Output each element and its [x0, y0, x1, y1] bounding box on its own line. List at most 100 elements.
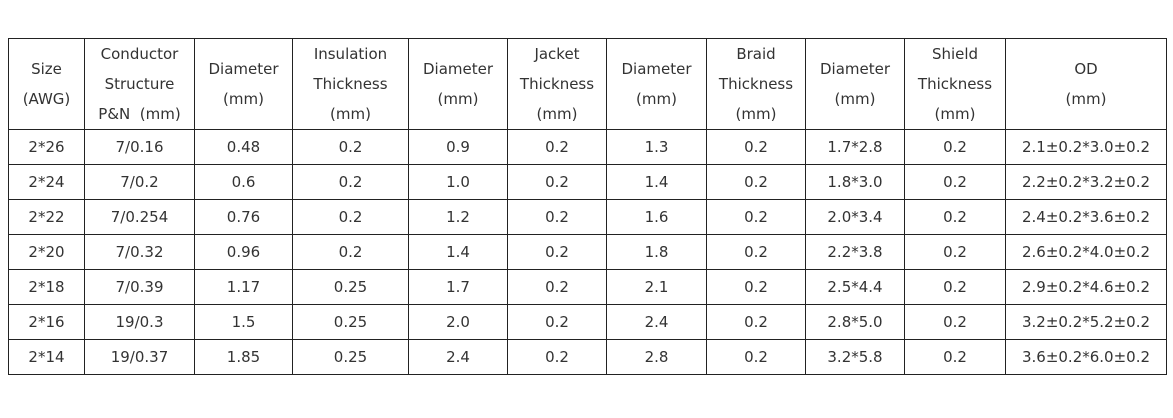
header-text: P&N (mm)	[98, 105, 181, 123]
table-row: 2*16 19/0.3 1.5 0.25 2.0 0.2 2.4 0.2 2.8…	[8, 304, 1167, 340]
table-cell: 0.9	[408, 129, 508, 165]
header-text: (AWG)	[22, 90, 71, 108]
header-jacket-thickness: Jacket Thickness (mm)	[507, 38, 607, 130]
table-cell: 1.2	[408, 199, 508, 235]
table-cell: 2.4	[606, 304, 707, 340]
table-cell: 0.2	[904, 199, 1006, 235]
header-braid-diameter: Diameter (mm)	[805, 38, 905, 130]
table-cell: 0.48	[194, 129, 293, 165]
table-cell: 0.2	[292, 129, 409, 165]
table-cell: 19/0.3	[84, 304, 195, 340]
table-row: 2*22 7/0.254 0.76 0.2 1.2 0.2 1.6 0.2 2.…	[8, 199, 1167, 235]
table-cell: 7/0.39	[84, 269, 195, 305]
table-cell: 2*16	[8, 304, 85, 340]
header-text: Structure	[104, 75, 175, 93]
header-text: (mm)	[437, 90, 479, 108]
table-cell: 1.0	[408, 164, 508, 200]
header-text: (mm)	[834, 90, 876, 108]
table-cell: 1.3	[606, 129, 707, 165]
table-row: 2*18 7/0.39 1.17 0.25 1.7 0.2 2.1 0.2 2.…	[8, 269, 1167, 305]
table-cell: 1.8*3.0	[805, 164, 905, 200]
table-cell: 0.2	[904, 269, 1006, 305]
table-cell: 0.25	[292, 339, 409, 375]
table-cell: 2*14	[8, 339, 85, 375]
header-text: Size	[31, 60, 62, 78]
header-od: OD (mm)	[1005, 38, 1167, 130]
table-cell: 0.2	[904, 164, 1006, 200]
table-cell: 3.2*5.8	[805, 339, 905, 375]
table-cell: 7/0.16	[84, 129, 195, 165]
table-cell: 2.4±0.2*3.6±0.2	[1005, 199, 1167, 235]
table-cell: 1.4	[606, 164, 707, 200]
table-cell: 7/0.32	[84, 234, 195, 270]
header-text: (mm)	[223, 90, 264, 108]
header-conductor-diameter: Diameter (mm)	[194, 38, 293, 130]
table-cell: 0.2	[507, 129, 607, 165]
header-text: (mm)	[330, 105, 371, 123]
table-cell: 2*18	[8, 269, 85, 305]
header-text: Diameter	[819, 60, 891, 78]
header-text: Thickness	[519, 75, 595, 93]
table-cell: 0.2	[507, 339, 607, 375]
header-text: (mm)	[536, 105, 578, 123]
table-cell: 0.2	[706, 269, 806, 305]
cable-spec-table: Size (AWG) Conductor Structure P&N (mm) …	[8, 38, 1167, 375]
header-braid-thickness: Braid Thickness (mm)	[706, 38, 806, 130]
header-text: Diameter	[422, 60, 494, 78]
header-size: Size (AWG)	[8, 38, 85, 130]
table-cell: 7/0.254	[84, 199, 195, 235]
table-cell: 0.6	[194, 164, 293, 200]
header-text: Diameter	[621, 60, 692, 78]
header-text: Jacket	[534, 45, 580, 63]
table-cell: 2.5*4.4	[805, 269, 905, 305]
table-row: 2*24 7/0.2 0.6 0.2 1.0 0.2 1.4 0.2 1.8*3…	[8, 164, 1167, 200]
table-cell: 2.2*3.8	[805, 234, 905, 270]
table-cell: 1.7	[408, 269, 508, 305]
header-text: Shield	[931, 45, 979, 63]
header-text: Braid	[736, 45, 776, 63]
table-cell: 2*24	[8, 164, 85, 200]
table-cell: 0.96	[194, 234, 293, 270]
table-cell: 0.2	[706, 129, 806, 165]
table-cell: 0.2	[904, 339, 1006, 375]
table-cell: 0.2	[292, 199, 409, 235]
table-cell: 0.25	[292, 304, 409, 340]
table-cell: 1.6	[606, 199, 707, 235]
table-cell: 1.4	[408, 234, 508, 270]
header-text: Diameter	[208, 60, 279, 78]
header-text: (mm)	[934, 105, 976, 123]
table-cell: 0.2	[507, 199, 607, 235]
table-cell: 0.2	[507, 304, 607, 340]
table-cell: 0.2	[706, 304, 806, 340]
header-row: Size (AWG) Conductor Structure P&N (mm) …	[8, 38, 1167, 130]
table-cell: 0.2	[904, 234, 1006, 270]
table-cell: 3.2±0.2*5.2±0.2	[1005, 304, 1167, 340]
table-cell: 0.2	[706, 199, 806, 235]
table-cell: 0.2	[507, 269, 607, 305]
table-cell: 2*26	[8, 129, 85, 165]
table-cell: 1.85	[194, 339, 293, 375]
header-insulation-diameter: Diameter (mm)	[408, 38, 508, 130]
header-jacket-diameter: Diameter (mm)	[606, 38, 707, 130]
header-text: OD	[1074, 60, 1098, 78]
header-text: (mm)	[735, 105, 777, 123]
table-cell: 3.6±0.2*6.0±0.2	[1005, 339, 1167, 375]
header-text: (mm)	[1065, 90, 1107, 108]
table-cell: 0.2	[292, 164, 409, 200]
table-cell: 1.5	[194, 304, 293, 340]
header-text: (mm)	[636, 90, 677, 108]
table-cell: 2.8	[606, 339, 707, 375]
header-text: Conductor	[100, 45, 179, 63]
table-cell: 2.2±0.2*3.2±0.2	[1005, 164, 1167, 200]
table-cell: 2*22	[8, 199, 85, 235]
table-row: 2*14 19/0.37 1.85 0.25 2.4 0.2 2.8 0.2 3…	[8, 339, 1167, 375]
table-cell: 1.7*2.8	[805, 129, 905, 165]
table-cell: 2.1±0.2*3.0±0.2	[1005, 129, 1167, 165]
table-cell: 0.2	[292, 234, 409, 270]
table-cell: 1.8	[606, 234, 707, 270]
header-conductor-structure: Conductor Structure P&N (mm)	[84, 38, 195, 130]
table-cell: 2.8*5.0	[805, 304, 905, 340]
table-cell: 0.2	[706, 339, 806, 375]
header-text: Thickness	[313, 75, 388, 93]
table-cell: 0.2	[507, 234, 607, 270]
